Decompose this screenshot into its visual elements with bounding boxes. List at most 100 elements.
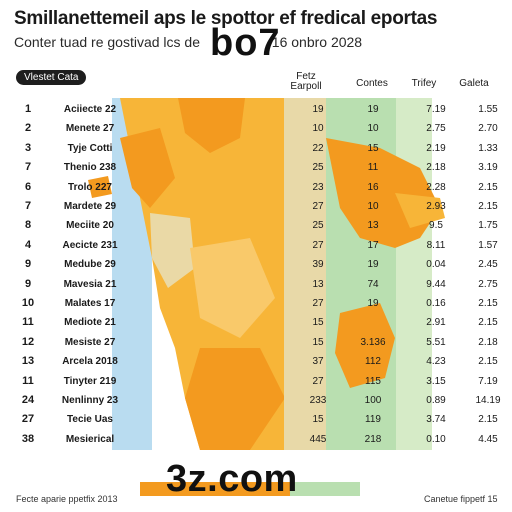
row-name: Arcela 2018 — [62, 356, 118, 368]
row-col4-value: 1.33 — [478, 142, 498, 154]
row-col3-value: 0.04 — [426, 259, 446, 271]
row-col4-value: 2.15 — [478, 414, 498, 426]
map-table-area: 1 Aciiecte 22 19 19 7.19 1.55 2 Menete 27 10 10 2.… — [0, 98, 512, 468]
table-row: 11 Tinyter 219 27 115 3.15 7.19 — [14, 372, 500, 391]
row-col1-value: 15 — [312, 414, 324, 426]
row-col3-value: 2.75 — [426, 123, 446, 135]
subtitle-date: 16 onbro 2028 — [271, 34, 363, 50]
row-col4-value: 2.15 — [478, 298, 498, 309]
row-name: Trolo 227 — [68, 181, 112, 193]
row-col1-value: 10 — [312, 123, 324, 135]
chart-subtitle: Conter tuad re gostivad lcs de 16 onbro … — [14, 34, 362, 50]
row-col3-value: 9.5 — [429, 220, 443, 232]
table-row: 12 Mesiste 27 15 3.136 5.51 2.18 — [14, 333, 500, 352]
subtitle-text: Conter tuad re gostivad lcs de — [14, 34, 200, 50]
table-row: 38 Mesierical 445 218 0.10 4.45 — [14, 430, 500, 449]
row-rank: 7 — [24, 161, 32, 174]
row-col2-value: 19 — [367, 298, 379, 309]
column-header-4: Galeta — [459, 78, 489, 89]
row-name: Tecie Uas — [67, 414, 113, 426]
row-col4-value: 1.57 — [478, 239, 498, 251]
region-east-tip — [395, 193, 445, 228]
row-col1-value: 15 — [312, 317, 324, 329]
row-col1-value: 37 — [312, 356, 324, 368]
row-col4-value: 4.45 — [478, 433, 498, 445]
bottom-bar-orange — [140, 482, 290, 496]
row-col1-value: 27 — [312, 201, 324, 212]
row-col2-value: 112 — [365, 356, 381, 368]
col3-band — [396, 98, 432, 450]
row-col2-value: 119 — [365, 414, 381, 426]
row-name: Medube 29 — [64, 259, 116, 271]
row-col4-value: 2.15 — [478, 317, 498, 329]
row-col1-value: 445 — [309, 433, 327, 445]
row-col2-value: 10 — [367, 201, 379, 212]
row-col1-value: 27 — [312, 375, 324, 387]
table-row: 11 Mediote 21 15 2.91 2.15 — [14, 313, 500, 332]
footer-left: Fecte aparie ppetfix 2013 — [16, 494, 118, 504]
row-col1-value: 22 — [312, 142, 324, 154]
row-rank: 12 — [21, 335, 35, 348]
row-rank: 1 — [24, 103, 32, 115]
table-row: 13 Arcela 2018 37 112 4.23 2.15 — [14, 352, 500, 371]
region-north — [178, 98, 245, 153]
row-col3-value: 4.23 — [426, 356, 446, 368]
row-col2-value: 10 — [367, 123, 379, 135]
region-east-small — [88, 176, 112, 198]
table-row: 2 Menete 27 10 10 2.75 2.70 — [14, 119, 500, 138]
row-rank: 8 — [24, 219, 32, 232]
row-col4-value: 2.15 — [478, 181, 498, 193]
row-rank: 6 — [24, 180, 32, 193]
row-rank: 11 — [22, 374, 34, 387]
row-col1-value: 25 — [312, 162, 324, 174]
table-row: 10 Malates 17 27 19 0.16 2.15 — [14, 294, 500, 313]
col1-band — [284, 98, 326, 450]
row-col4-value: 1.75 — [478, 220, 498, 232]
watermark-text: 3z.com — [166, 458, 298, 500]
row-col2-value: 3.136 — [360, 336, 386, 348]
row-col3-value: 7.19 — [426, 104, 446, 115]
row-rank: 24 — [21, 394, 35, 406]
row-col2-value: 15 — [367, 142, 379, 154]
overlay-code: bo7 — [210, 22, 281, 64]
row-name: Tinyter 219 — [63, 375, 117, 387]
table-row: 9 Mavesia 21 13 74 9.44 2.75 — [14, 275, 500, 294]
table-row: 7 Mardete 29 27 10 2.93 2.15 — [14, 197, 500, 216]
row-col3-value: 9.44 — [426, 278, 446, 290]
row-col3-value: 2.18 — [426, 162, 446, 174]
row-col1-value: 19 — [312, 104, 324, 115]
row-rank: 3 — [24, 141, 32, 154]
row-name: Malates 17 — [64, 298, 116, 309]
row-col4-value: 2.45 — [478, 259, 498, 271]
row-col3-value: 0.16 — [426, 298, 446, 309]
row-col1-value: 27 — [312, 298, 324, 309]
row-col3-value: 2.28 — [426, 181, 446, 193]
table-row: 3 Tyje Cotti 22 15 2.19 1.33 — [14, 139, 500, 158]
row-name: Menete 27 — [65, 123, 115, 135]
row-name: Thenio 238 — [63, 162, 117, 174]
row-col4-value: 7.19 — [478, 375, 498, 387]
region-south — [185, 348, 285, 450]
row-col3-value: 2.19 — [426, 142, 446, 154]
row-name: Meciite 20 — [66, 220, 114, 232]
row-name: Mesierical — [65, 433, 115, 445]
row-rank: 10 — [21, 297, 35, 309]
table-row: 7 Thenio 238 25 11 2.18 3.19 — [14, 158, 500, 177]
row-name: Mavesia 21 — [63, 278, 117, 290]
row-rank: 7 — [24, 200, 32, 212]
row-col1-value: 15 — [312, 336, 324, 348]
row-col1-value: 23 — [312, 181, 324, 193]
table-row: 8 Meciite 20 25 13 9.5 1.75 — [14, 216, 500, 235]
row-rank: 38 — [21, 432, 35, 445]
row-col3-value: 2.91 — [426, 317, 446, 329]
row-name: Aciiecte 22 — [63, 104, 117, 115]
row-col2-value: 17 — [367, 239, 379, 251]
row-col2-value: 74 — [367, 278, 379, 290]
row-rank: 9 — [24, 277, 32, 290]
row-col2-value: 100 — [364, 395, 382, 406]
table-row: 9 Medube 29 39 19 0.04 2.45 — [14, 255, 500, 274]
row-col1-value: 13 — [312, 278, 324, 290]
row-col4-value: 2.18 — [478, 336, 498, 348]
column-header-3: Trifey — [411, 78, 437, 89]
row-rank: 4 — [24, 238, 32, 251]
